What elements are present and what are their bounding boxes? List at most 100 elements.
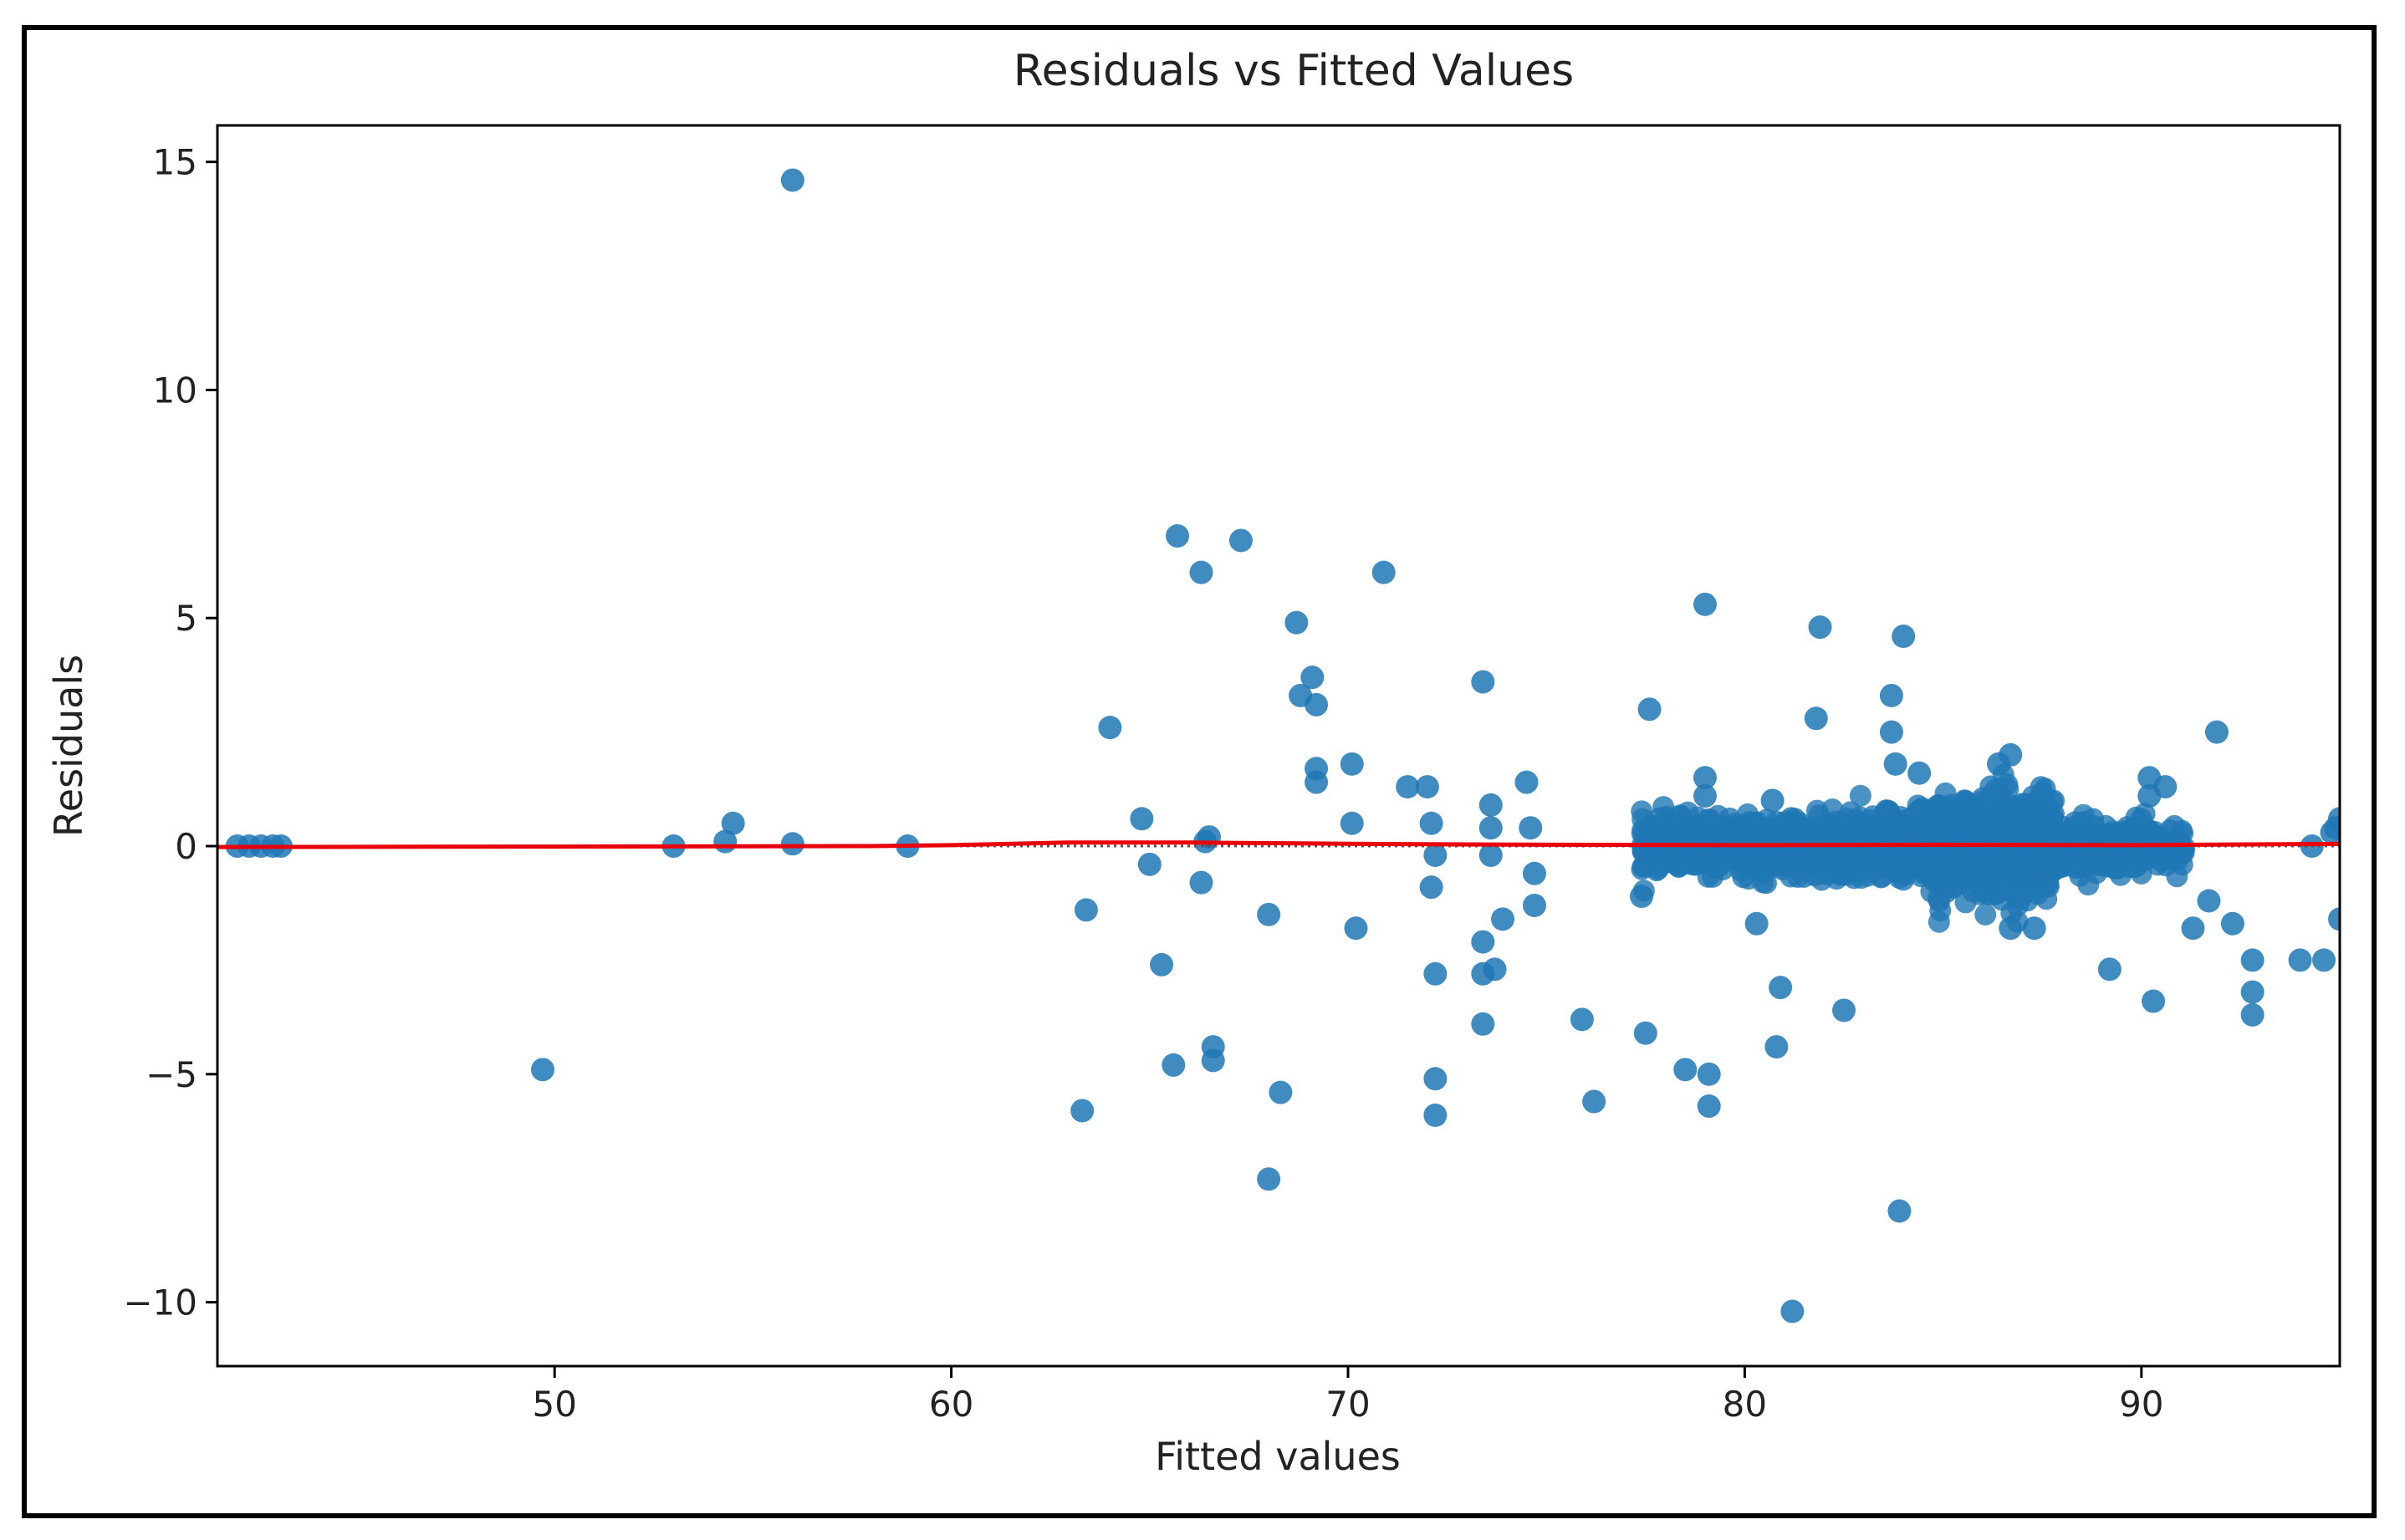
data-point [780,832,804,856]
y-tick-label: −5 [146,1054,197,1095]
data-point [2240,980,2265,1004]
cluster-point [1640,849,1662,872]
data-point [721,811,745,835]
x-tick-label: 60 [929,1384,973,1425]
cluster-point [1786,866,1809,889]
cluster-point [1688,819,1711,842]
y-tick-label: 15 [153,142,197,183]
data-point [2097,957,2122,982]
cluster-point [2050,815,2073,838]
data-point [1522,861,1546,885]
cluster-point [1974,818,1996,840]
data-point [1582,1089,1606,1114]
data-point [1305,692,1329,716]
figure-frame: Residuals vs Fitted Values 50 60 70 80 90 −1… [22,25,2377,1518]
cluster-point [1857,864,1880,887]
x-axis-ticks: 50 60 70 80 90 [533,1366,2164,1425]
cluster-point [1652,796,1675,818]
data-point [1832,998,1856,1022]
cluster-point [1990,811,2013,834]
cluster-point [1776,850,1799,873]
data-point [1300,665,1325,690]
data-point [1999,916,2023,941]
cluster-point [1736,815,1759,838]
data-point [1371,560,1396,584]
x-tick-label: 80 [1723,1384,1767,1425]
y-tick-label: 10 [153,370,197,410]
smooth-fit-line [217,840,2340,849]
data-point [1471,670,1495,694]
cluster-point [1902,805,1925,828]
data-point [1166,524,1190,548]
data-point [1396,775,1420,799]
cluster-point [2016,874,2039,896]
data-point [1892,625,1916,649]
data-point [1130,807,1154,831]
cluster-point [1768,831,1790,854]
cluster-point [1933,843,1956,865]
data-point [1780,1299,1805,1323]
data-point [1478,793,1503,817]
data-point [1697,1062,1721,1086]
cluster-point [1855,814,1877,837]
cluster-point [1667,855,1690,878]
data-point [1633,1021,1657,1045]
data-point [1478,843,1503,867]
cluster-point [2077,874,2100,896]
y-tick-label: −10 [123,1282,197,1323]
data-point [1344,916,1368,941]
data-point [1693,766,1717,790]
cluster-point [1935,869,1958,891]
data-point [1769,976,1793,1000]
data-point [1879,720,1903,744]
data-point [2181,916,2205,941]
data-point [1305,770,1329,794]
data-point [1693,784,1717,808]
data-point [2240,948,2265,972]
data-point [1514,770,1539,794]
data-point [1697,1094,1721,1119]
y-tick-label: 0 [175,826,197,867]
data-point [1883,752,1907,776]
cluster-point [1928,795,1951,818]
data-point [2197,889,2221,913]
cluster-point [2067,846,2090,869]
data-point [1423,1067,1448,1091]
data-point [1228,528,1253,553]
cluster-point [2003,848,2025,870]
cluster-point [1892,869,1915,891]
data-point [2153,775,2178,799]
data-point [1570,1007,1594,1032]
cluster-point [2072,803,2095,826]
cluster-point [1928,910,1950,933]
data-point [1415,775,1439,799]
residuals-scatter-chart: Residuals vs Fitted Values 50 60 70 80 90 −1… [46,46,2341,1479]
cluster-point [1853,844,1876,867]
x-tick-label: 90 [2119,1384,2163,1425]
data-point [2240,1002,2265,1027]
cluster-point [1849,784,1871,807]
x-tick-label: 50 [533,1384,577,1425]
y-axis-ticks: −10 −5 0 5 10 15 [123,142,217,1323]
data-point [1423,961,1448,986]
data-point [1630,885,1654,909]
data-point [1269,1080,1293,1104]
data-point [1808,615,1832,640]
cluster-point [1685,852,1708,875]
data-point [1879,683,1903,707]
data-point [1673,1058,1698,1082]
data-point [2204,720,2229,744]
data-point [1804,706,1828,731]
data-point [2328,807,2340,831]
data-point [1999,742,2023,767]
data-point [1284,610,1309,635]
data-point [1150,952,1174,977]
data-point [1074,898,1098,922]
data-point [531,1058,555,1082]
cluster-point [1950,805,1973,828]
data-point [1201,1048,1225,1073]
data-point [1483,957,1507,982]
cluster-point [1808,804,1831,827]
cluster-point [1758,853,1780,875]
data-point [2220,911,2244,936]
